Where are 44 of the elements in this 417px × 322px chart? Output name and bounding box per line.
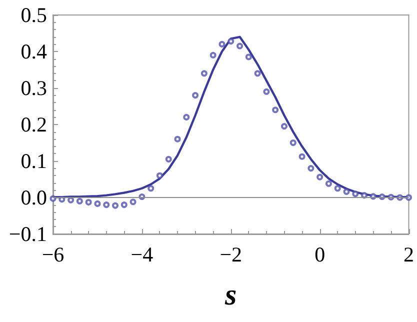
point: [192, 92, 199, 99]
point: [76, 198, 83, 204]
point: [352, 190, 359, 198]
y-tick-label: 0.3: [20, 76, 47, 100]
y-tick-label: 0.2: [20, 112, 47, 136]
point: [254, 70, 261, 77]
y-tick-label: 0.4: [20, 40, 48, 64]
point: [183, 114, 190, 120]
x-tick-label: −2: [220, 242, 242, 266]
y-tick-label: 0.1: [20, 149, 47, 173]
point: [298, 153, 306, 160]
point: [316, 174, 324, 180]
x-tick-label: −4: [130, 242, 154, 266]
point: [218, 40, 226, 48]
point: [68, 196, 74, 204]
point: [130, 198, 136, 206]
point: [174, 136, 181, 142]
y-tick-label: 0.0: [20, 186, 47, 210]
point: [120, 202, 128, 208]
point: [334, 185, 341, 192]
point: [361, 192, 368, 199]
point: [165, 156, 172, 162]
point: [280, 123, 288, 130]
point: [156, 172, 163, 179]
point: [245, 54, 252, 60]
point: [272, 106, 279, 114]
point: [210, 52, 216, 58]
point: [228, 38, 234, 45]
x-tick-label: 2: [404, 242, 414, 266]
point: [236, 42, 244, 50]
point: [85, 198, 92, 206]
x-tick-label: 0: [314, 242, 326, 266]
point: [200, 70, 208, 77]
y-tick-label: 0.5: [20, 3, 47, 27]
point: [263, 88, 270, 95]
point: [308, 165, 314, 172]
x-axis-title: s: [224, 278, 237, 312]
point: [103, 202, 110, 208]
point: [325, 180, 332, 187]
point: [112, 202, 119, 209]
point: [148, 185, 154, 192]
point: [94, 200, 101, 207]
point: [290, 140, 296, 146]
point: [343, 188, 350, 195]
